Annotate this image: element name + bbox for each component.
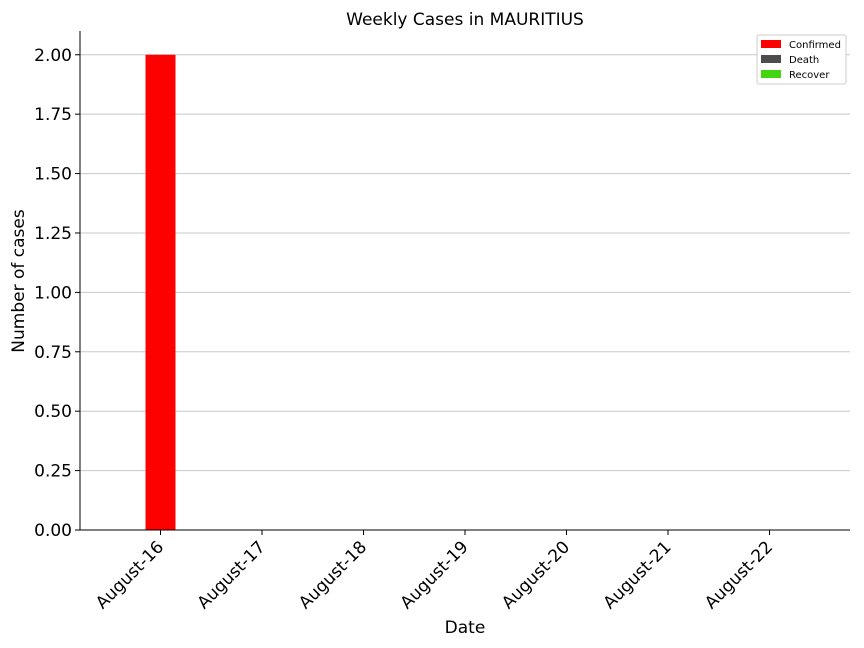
legend-swatch-death [761,55,781,63]
x-tick-label: August-20 [498,537,574,613]
y-tick-label: 1.75 [34,105,72,125]
y-tick-label: 0.75 [34,343,72,363]
x-tick-label: August-18 [295,537,371,613]
x-ticks: August-16 August-17 August-18 August-19 Augu… [92,530,777,613]
y-tick-label: 0.25 [34,462,72,482]
legend-label-confirmed: Confirmed [789,40,841,51]
bar-confirmed-august-16 [145,54,176,531]
x-tick-label: August-16 [92,537,168,613]
x-tick-label: August-21 [600,537,676,613]
legend-label-death: Death [789,55,819,66]
legend-swatch-recover [761,70,781,78]
legend: Confirmed Death Recover [756,34,847,85]
y-tick-label: 1.50 [34,165,72,185]
y-tick-label: 1.25 [34,224,72,244]
legend-label-recover: Recover [789,70,830,81]
x-axis-label: Date [445,618,486,638]
bars [145,54,176,531]
chart-title: Weekly Cases in MAURITIUS [346,10,584,30]
y-tick-label: 0.50 [34,402,72,422]
legend-swatch-confirmed [761,40,781,48]
y-axis-label: Number of cases [9,209,29,353]
y-tick-label: 2.00 [34,46,72,66]
x-tick-label: August-19 [397,537,473,613]
y-ticks: 0.00 0.25 0.50 0.75 1.00 1.25 1.50 1.75 2.00 [34,46,80,541]
x-tick-label: August-17 [194,537,270,613]
gridlines [80,54,850,472]
x-tick-label: August-22 [701,537,777,613]
y-tick-label: 1.00 [34,283,72,303]
y-tick-label: 0.00 [34,521,72,541]
